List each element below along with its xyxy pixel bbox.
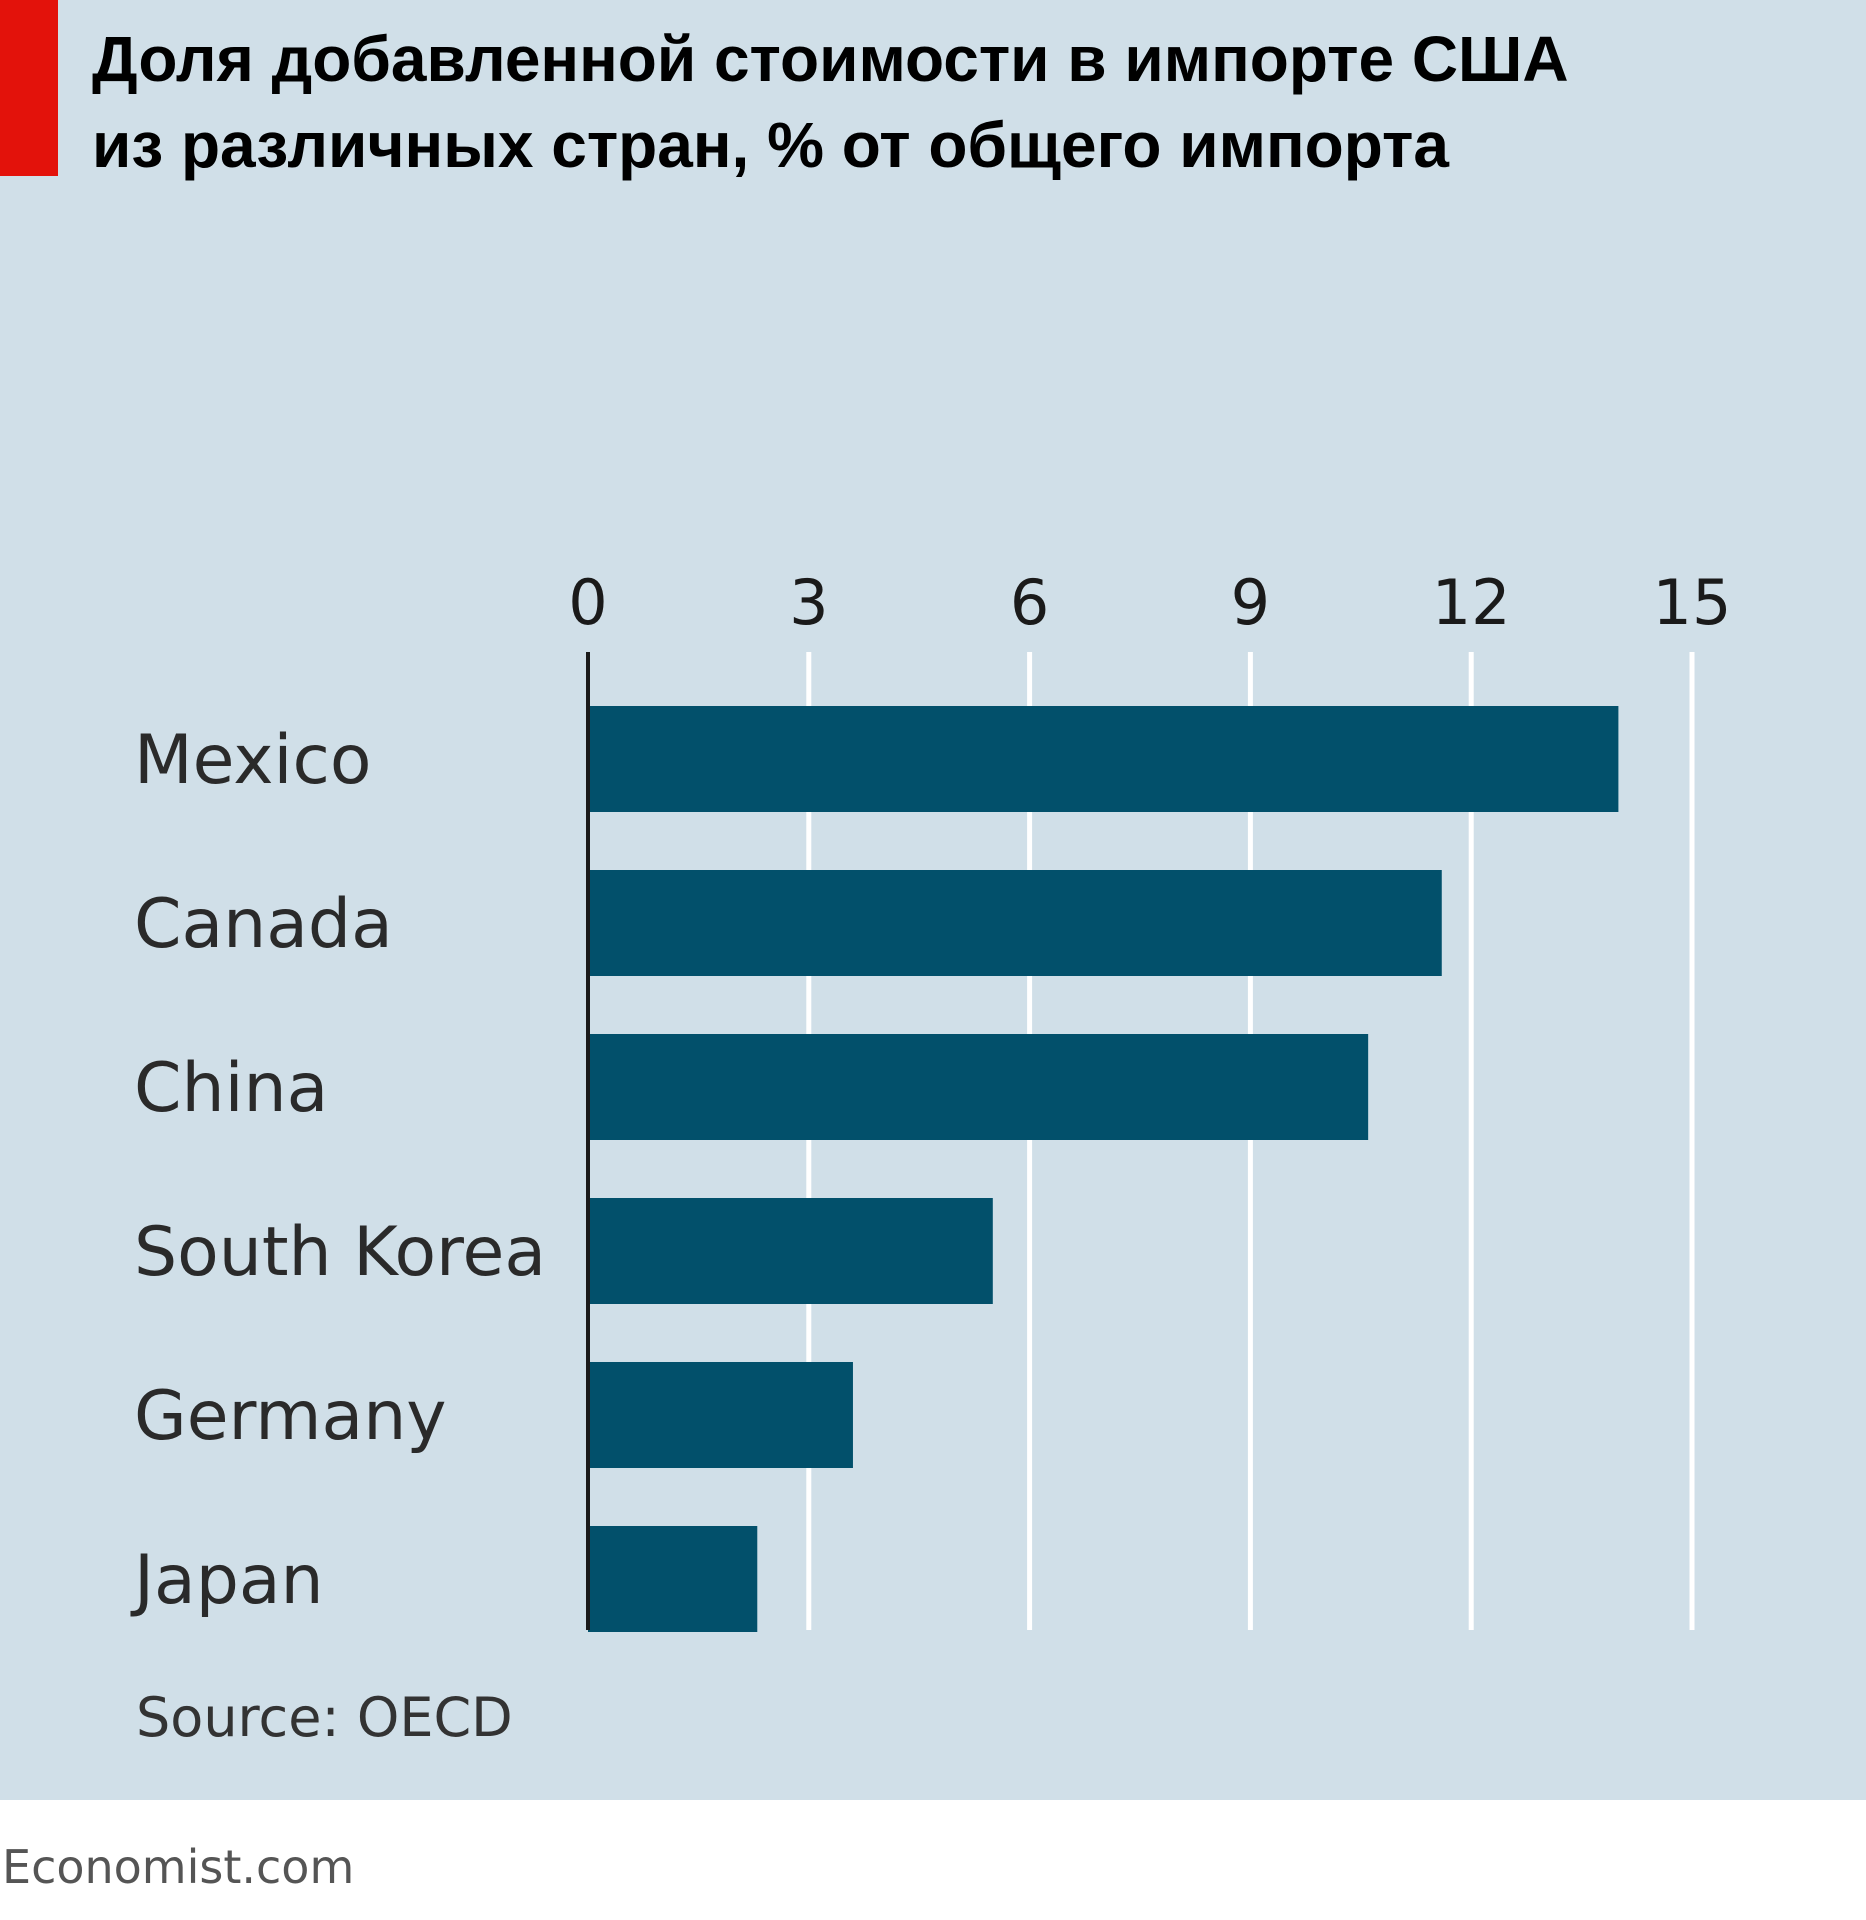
chart-title-line-2: из различных стран, % от общего импорта: [92, 109, 1449, 181]
bar-chart: 0 3 6 9 12 15 Mexico Canada China South Korea Germ…: [130, 566, 1732, 1632]
category-label-canada: Canada: [134, 885, 393, 964]
red-accent-tag: [0, 0, 58, 176]
bar-germany: [588, 1362, 853, 1468]
x-tick-label-3: 3: [789, 566, 828, 639]
x-tick-label-6: 6: [1010, 566, 1049, 639]
bar-japan: [588, 1526, 758, 1632]
bar-china: [588, 1034, 1369, 1140]
x-tick-label-9: 9: [1231, 566, 1270, 639]
category-label-china: China: [134, 1049, 328, 1128]
economist-logo: Economist.com: [2, 1840, 355, 1894]
category-label-south-korea: South Korea: [134, 1213, 546, 1292]
category-label-mexico: Mexico: [134, 721, 371, 800]
category-label-germany: Germany: [134, 1377, 447, 1456]
bar-south-korea: [588, 1198, 993, 1304]
bar-mexico: [588, 706, 1619, 812]
x-tick-label-0: 0: [568, 566, 607, 639]
chart-title-line-1: Доля добавленной стоимости в импорте США: [92, 23, 1569, 95]
x-tick-label-15: 15: [1653, 566, 1732, 639]
bar-canada: [588, 870, 1442, 976]
chart-title: Доля добавленной стоимости в импорте США…: [92, 16, 1852, 188]
category-label-japan: Japan: [130, 1541, 324, 1620]
source-note: Source: OECD: [136, 1686, 513, 1749]
x-tick-label-12: 12: [1432, 566, 1511, 639]
